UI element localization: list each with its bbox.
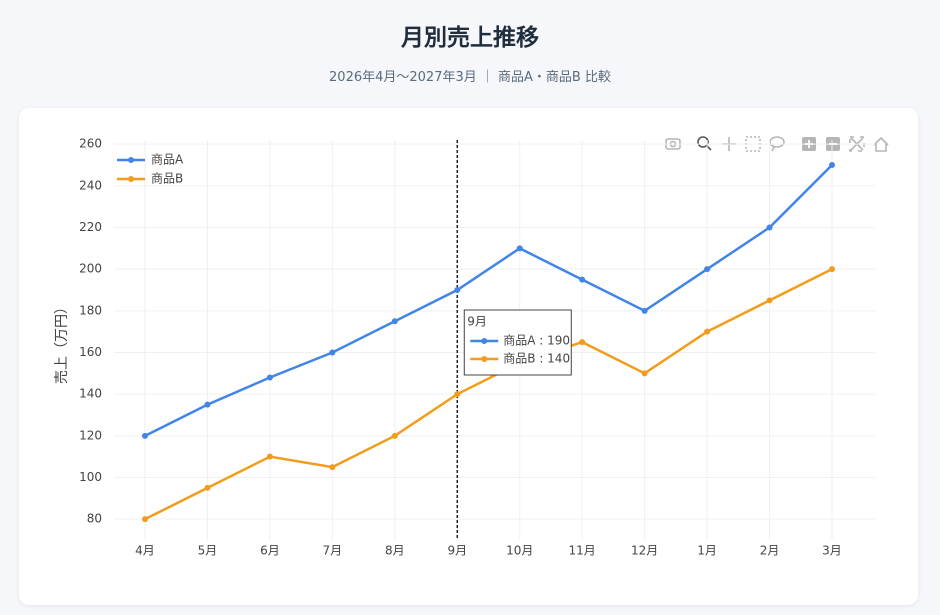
x-tick-label: 10月 xyxy=(506,544,533,558)
y-tick-label: 80 xyxy=(87,512,102,526)
y-tick-label: 220 xyxy=(79,220,102,234)
point xyxy=(454,391,461,398)
y-tick-label: 140 xyxy=(79,387,102,401)
y-tick-label: 200 xyxy=(79,262,102,276)
y-tick-label: 260 xyxy=(79,137,102,151)
point xyxy=(829,266,835,273)
point xyxy=(579,276,586,283)
y-tick-label: 160 xyxy=(79,345,102,359)
x-tick-label: 6月 xyxy=(260,544,280,558)
point xyxy=(641,307,648,314)
legend-marker xyxy=(128,176,134,182)
page-title: 月別売上推移 xyxy=(401,25,539,51)
x-tick-label: 5月 xyxy=(198,544,218,558)
point xyxy=(142,432,148,439)
point xyxy=(766,224,773,231)
point xyxy=(329,349,336,356)
tooltip-item: 商品A : 190 xyxy=(503,333,570,348)
page-subtitle: 2026年4月〜2027年3月 ｜ 商品A・商品B 比較 xyxy=(329,70,611,85)
point xyxy=(391,432,398,439)
x-tick-label: 11月 xyxy=(569,544,596,558)
point xyxy=(266,453,273,460)
tooltip-marker xyxy=(481,356,488,362)
series-line xyxy=(144,268,833,521)
x-tick-label: 9月 xyxy=(447,544,467,558)
x-tick-label: 8月 xyxy=(385,544,405,558)
x-tick-label: 4月 xyxy=(135,544,155,558)
x-tick-label: 1月 xyxy=(697,544,717,558)
point xyxy=(829,162,835,168)
y-tick-label: 120 xyxy=(79,428,102,442)
point xyxy=(142,516,148,523)
x-tick-label: 12月 xyxy=(631,544,658,558)
point xyxy=(704,328,711,335)
point xyxy=(704,266,711,273)
tooltip-title: 9月 xyxy=(467,315,487,329)
legend-marker xyxy=(128,157,134,163)
y-tick-label: 180 xyxy=(79,303,102,317)
point xyxy=(516,245,523,252)
point xyxy=(204,484,211,491)
x-tick-label: 2月 xyxy=(760,544,780,558)
point xyxy=(579,339,586,346)
point xyxy=(454,287,461,293)
zoom-button[interactable] xyxy=(697,136,712,151)
point xyxy=(329,464,336,471)
point xyxy=(766,297,773,304)
tooltip-marker xyxy=(481,338,488,344)
y-tick-label: 100 xyxy=(79,470,102,484)
legend-label: 商品A xyxy=(151,152,184,167)
point xyxy=(204,401,211,408)
x-tick-label: 7月 xyxy=(323,544,343,558)
series-line xyxy=(144,164,833,437)
point xyxy=(641,370,648,377)
y-axis-title: 売上（万円） xyxy=(54,300,70,384)
point xyxy=(266,374,273,381)
point xyxy=(391,318,398,325)
tooltip-item: 商品B : 140 xyxy=(503,351,570,366)
y-tick-label: 240 xyxy=(79,178,102,192)
x-tick-label: 3月 xyxy=(822,544,842,558)
legend-label: 商品B xyxy=(151,171,183,186)
reset-button[interactable] xyxy=(873,136,889,152)
